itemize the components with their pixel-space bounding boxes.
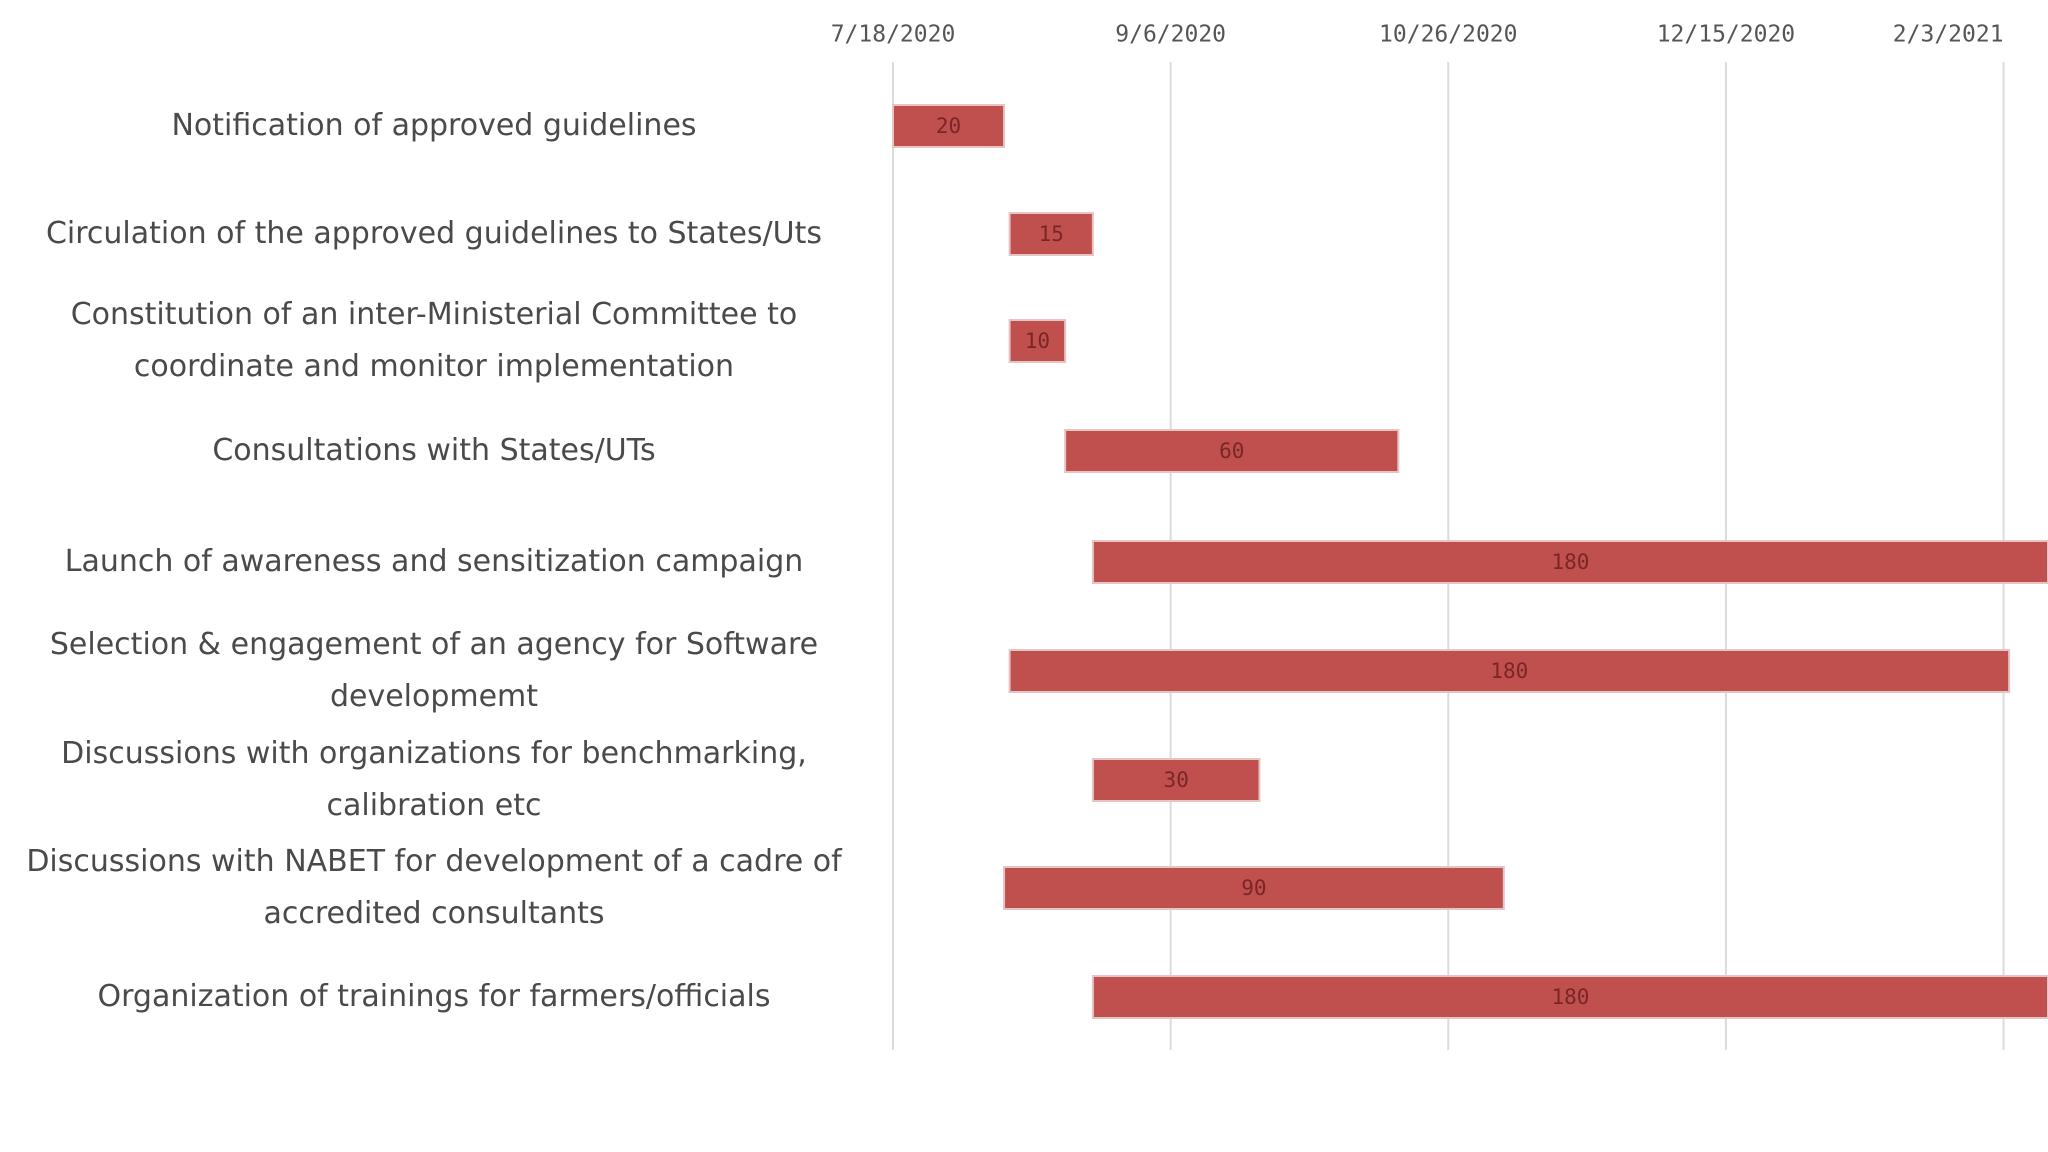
task-bar [1091, 540, 2048, 584]
task-label: Circulation of the approved guidelines t… [46, 216, 822, 251]
task-bars: 20 15 10 60 180 180 30 90 180 [892, 104, 2048, 1019]
task-label: Discussions with NABET for development o… [26, 844, 843, 931]
task-label: Notification of approved guidelines [171, 108, 696, 143]
task-label: Launch of awareness and sensitization ca… [65, 544, 804, 579]
bar-value-label: 10 [1025, 329, 1050, 353]
task-label: Consultations with States/UTs [212, 433, 655, 468]
bar-value-label: 180 [1551, 985, 1589, 1009]
task-label: Constitution of an inter-Ministerial Com… [71, 297, 798, 384]
task-bar [1008, 319, 1067, 363]
task-bar [1064, 429, 1400, 473]
x-tick-label: 2/3/2021 [1893, 22, 2004, 48]
task-label: Organization of trainings for farmers/of… [98, 979, 771, 1014]
bar-value-label: 20 [936, 114, 961, 138]
task-bar [1008, 649, 2011, 693]
bar-value-label: 60 [1219, 439, 1244, 463]
bar-value-label: 90 [1241, 876, 1266, 900]
task-bar [1091, 758, 1261, 802]
x-tick-label: 9/6/2020 [1115, 22, 1226, 48]
bar-value-label: 180 [1551, 550, 1589, 574]
bar-value-label: 30 [1164, 768, 1189, 792]
x-tick-label: 12/15/2020 [1657, 22, 1795, 48]
task-bar [1003, 866, 1505, 910]
bar-value-label: 180 [1490, 659, 1528, 683]
x-tick-label: 7/18/2020 [831, 22, 956, 48]
x-axis-ticks: 7/18/2020 9/6/2020 10/26/2020 12/15/2020 2/3… [831, 22, 2004, 48]
task-bar [892, 104, 1006, 148]
task-bar [1008, 212, 1094, 256]
task-bar [1091, 975, 2048, 1019]
task-label: Selection & engagement of an agency for … [50, 627, 818, 714]
x-tick-label: 10/26/2020 [1379, 22, 1517, 48]
bar-value-label: 15 [1039, 222, 1064, 246]
task-labels: Notification of approved guidelines Circu… [26, 108, 843, 1014]
task-label: Discussions with organizations for bench… [61, 736, 807, 823]
